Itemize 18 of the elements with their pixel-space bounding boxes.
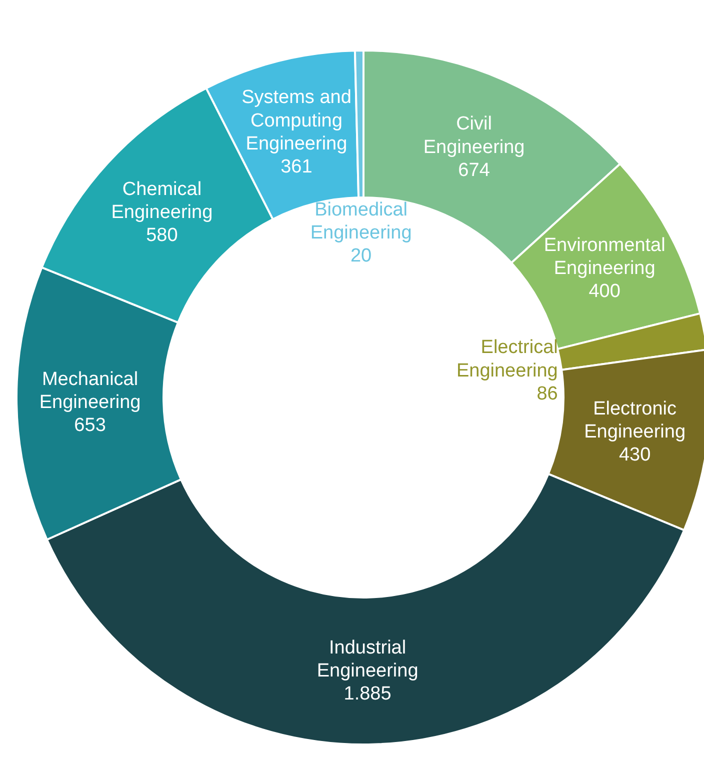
slice-label: Systems and Computing Engineering <box>242 87 352 154</box>
slice-label: Mechanical Engineering <box>39 369 141 414</box>
slice-label: Industrial Engineering <box>316 637 418 682</box>
slice-label: Biomedical Engineering <box>310 200 412 244</box>
data-label: 400 <box>588 280 620 302</box>
slice-label: Chemical Engineering <box>111 179 213 224</box>
data-label: 430 <box>618 444 651 466</box>
data-label: 653 <box>74 415 106 436</box>
data-label: 1.885 <box>344 684 392 705</box>
data-label: 361 <box>280 156 312 178</box>
slice-label: Civil Engineering <box>423 114 525 158</box>
slice-label: Environmental Engineering <box>544 234 666 279</box>
slice-label: Electrical Engineering <box>456 337 558 382</box>
data-label: 674 <box>458 160 490 181</box>
data-label: 86 <box>536 383 558 404</box>
data-label: 20 <box>350 246 372 267</box>
slice-label: Electronic Engineering <box>584 398 686 443</box>
data-label: 580 <box>146 225 178 246</box>
